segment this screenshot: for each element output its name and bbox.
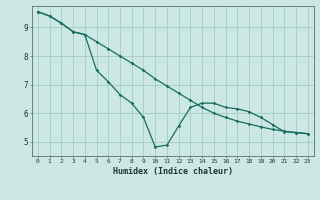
X-axis label: Humidex (Indice chaleur): Humidex (Indice chaleur) bbox=[113, 167, 233, 176]
